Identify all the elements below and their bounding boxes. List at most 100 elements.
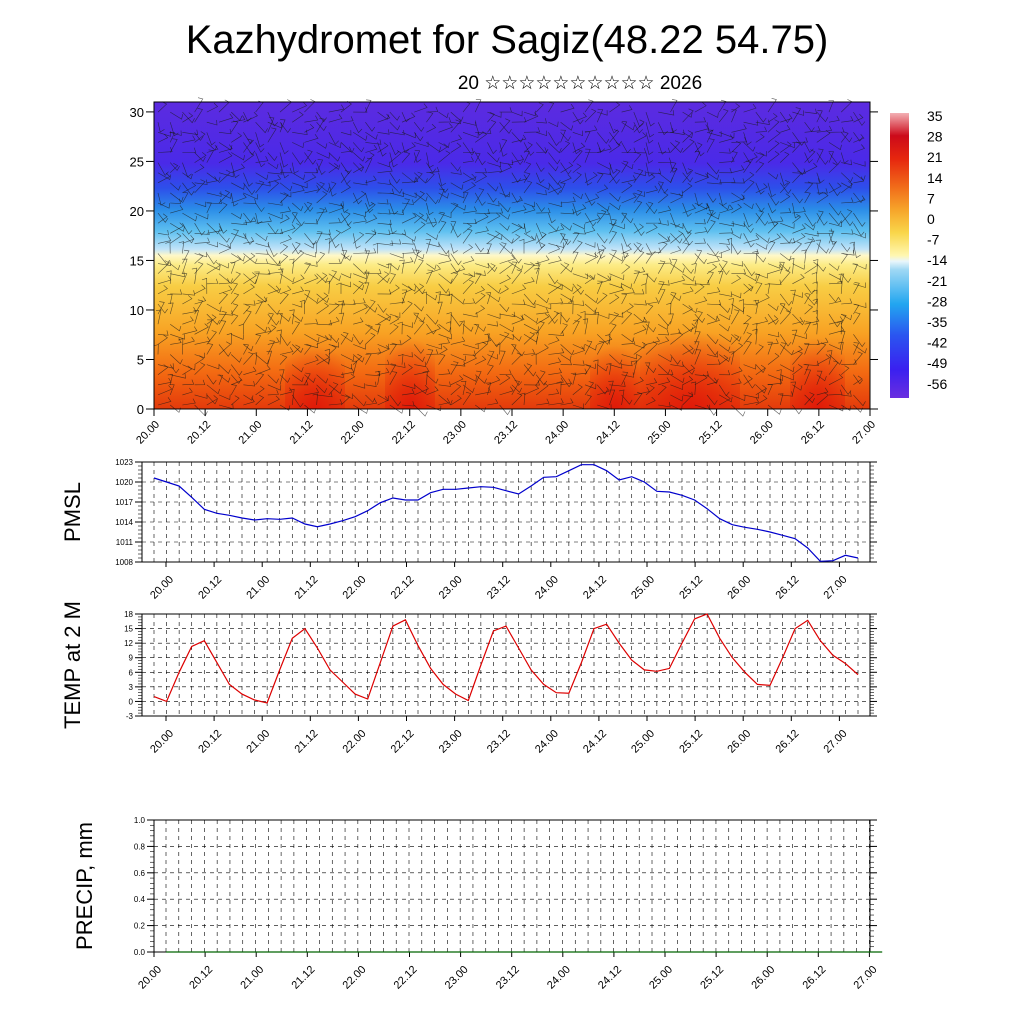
wind-barb [572, 111, 584, 125]
wind-barb [548, 152, 561, 165]
wind-barb [853, 394, 866, 407]
wind-barb [816, 392, 829, 406]
wind-barb [789, 258, 795, 274]
wind-barb [218, 142, 233, 151]
wind-barb [755, 384, 767, 396]
wind-barb [279, 192, 289, 204]
wind-barb [694, 142, 703, 153]
wind-barb [584, 192, 596, 206]
wind-barb [767, 212, 779, 227]
wind-barb [243, 366, 257, 375]
wind-barb [414, 103, 428, 113]
wind-barb [511, 380, 520, 396]
wind-barb [255, 300, 263, 315]
wind-barb [658, 205, 672, 214]
x-tick-label: 27.00 [822, 728, 850, 756]
wind-barb [670, 394, 684, 402]
wind-barb [450, 134, 462, 143]
wind-barb [841, 391, 852, 397]
wind-barb [609, 381, 626, 387]
wind-barb [511, 253, 522, 264]
wind-barb [619, 389, 625, 406]
wind-barb [243, 142, 256, 156]
wind-barb [828, 142, 842, 151]
wind-barb [572, 300, 585, 306]
wind-barb [389, 324, 399, 335]
wind-barb [255, 323, 268, 333]
wind-barb [170, 182, 181, 191]
wind-barb [815, 239, 822, 254]
wind-barb [816, 125, 833, 133]
wind-barb [853, 342, 860, 355]
wind-barb [560, 103, 575, 113]
wind-barb [182, 112, 194, 123]
wind-barb [462, 244, 474, 254]
wind-barb [731, 109, 737, 123]
wind-barb [340, 272, 352, 279]
wind-barb [658, 369, 674, 375]
wind-barb [181, 273, 188, 284]
wind-barb [694, 331, 701, 345]
wind-barb [279, 292, 289, 305]
wind-barb [853, 374, 863, 385]
wind-barb [450, 265, 466, 274]
wind-barb [462, 343, 479, 350]
wind-barb [767, 192, 780, 206]
y-tick-label: 18 [124, 610, 133, 619]
wind-barb [401, 283, 416, 292]
wind-barb [338, 312, 345, 325]
wind-barb [853, 212, 866, 227]
wind-barb [828, 127, 845, 133]
wind-barb [413, 312, 419, 325]
wind-barb [499, 159, 514, 166]
wind-barb [828, 293, 839, 303]
wind-barb [475, 128, 492, 134]
wind-barb [792, 110, 805, 116]
wind-barb [609, 285, 625, 295]
wind-barb [377, 113, 391, 123]
wind-barb [658, 147, 671, 153]
wind-barb [438, 211, 445, 224]
wind-barb [694, 253, 707, 265]
wind-barb [593, 311, 599, 325]
wind-barb [279, 214, 290, 224]
wind-barb [535, 162, 545, 173]
wind-barb [621, 264, 631, 274]
wind-barb [706, 209, 714, 224]
wind-barb [316, 231, 323, 244]
wind-barb [670, 354, 681, 365]
wind-barb [682, 392, 694, 406]
wind-barb [633, 191, 645, 197]
wind-barb [743, 160, 752, 173]
wind-barb [682, 344, 695, 355]
wind-barb [780, 125, 791, 133]
wind-barb [755, 344, 764, 355]
wind-barb [755, 212, 769, 226]
wind-barb [841, 115, 854, 123]
wind-barb [194, 379, 206, 386]
wind-barb [767, 130, 781, 143]
wind-barb [389, 312, 401, 318]
wind-barb [511, 134, 527, 143]
wind-barb [182, 223, 193, 235]
wind-barb [682, 223, 692, 235]
wind-barb [255, 121, 268, 134]
wind-barb [792, 224, 806, 234]
wind-barb [560, 161, 574, 173]
wind-barb [475, 323, 486, 332]
wind-barb [218, 171, 234, 178]
x-tick-label: 21.00 [238, 964, 266, 992]
wind-barb [413, 122, 425, 132]
wind-barb [167, 374, 173, 385]
wind-barb [182, 316, 194, 325]
wind-barb [255, 385, 265, 396]
wind-barb [194, 223, 206, 236]
wind-barb [279, 234, 292, 244]
wind-barb [462, 228, 473, 244]
x-tick-label: 20.12 [187, 964, 215, 992]
wind-barb [706, 271, 714, 284]
x-tick-label: 25.12 [697, 419, 725, 447]
wind-barb [682, 263, 694, 274]
wind-barb [487, 161, 501, 168]
wind-barb [413, 283, 426, 295]
